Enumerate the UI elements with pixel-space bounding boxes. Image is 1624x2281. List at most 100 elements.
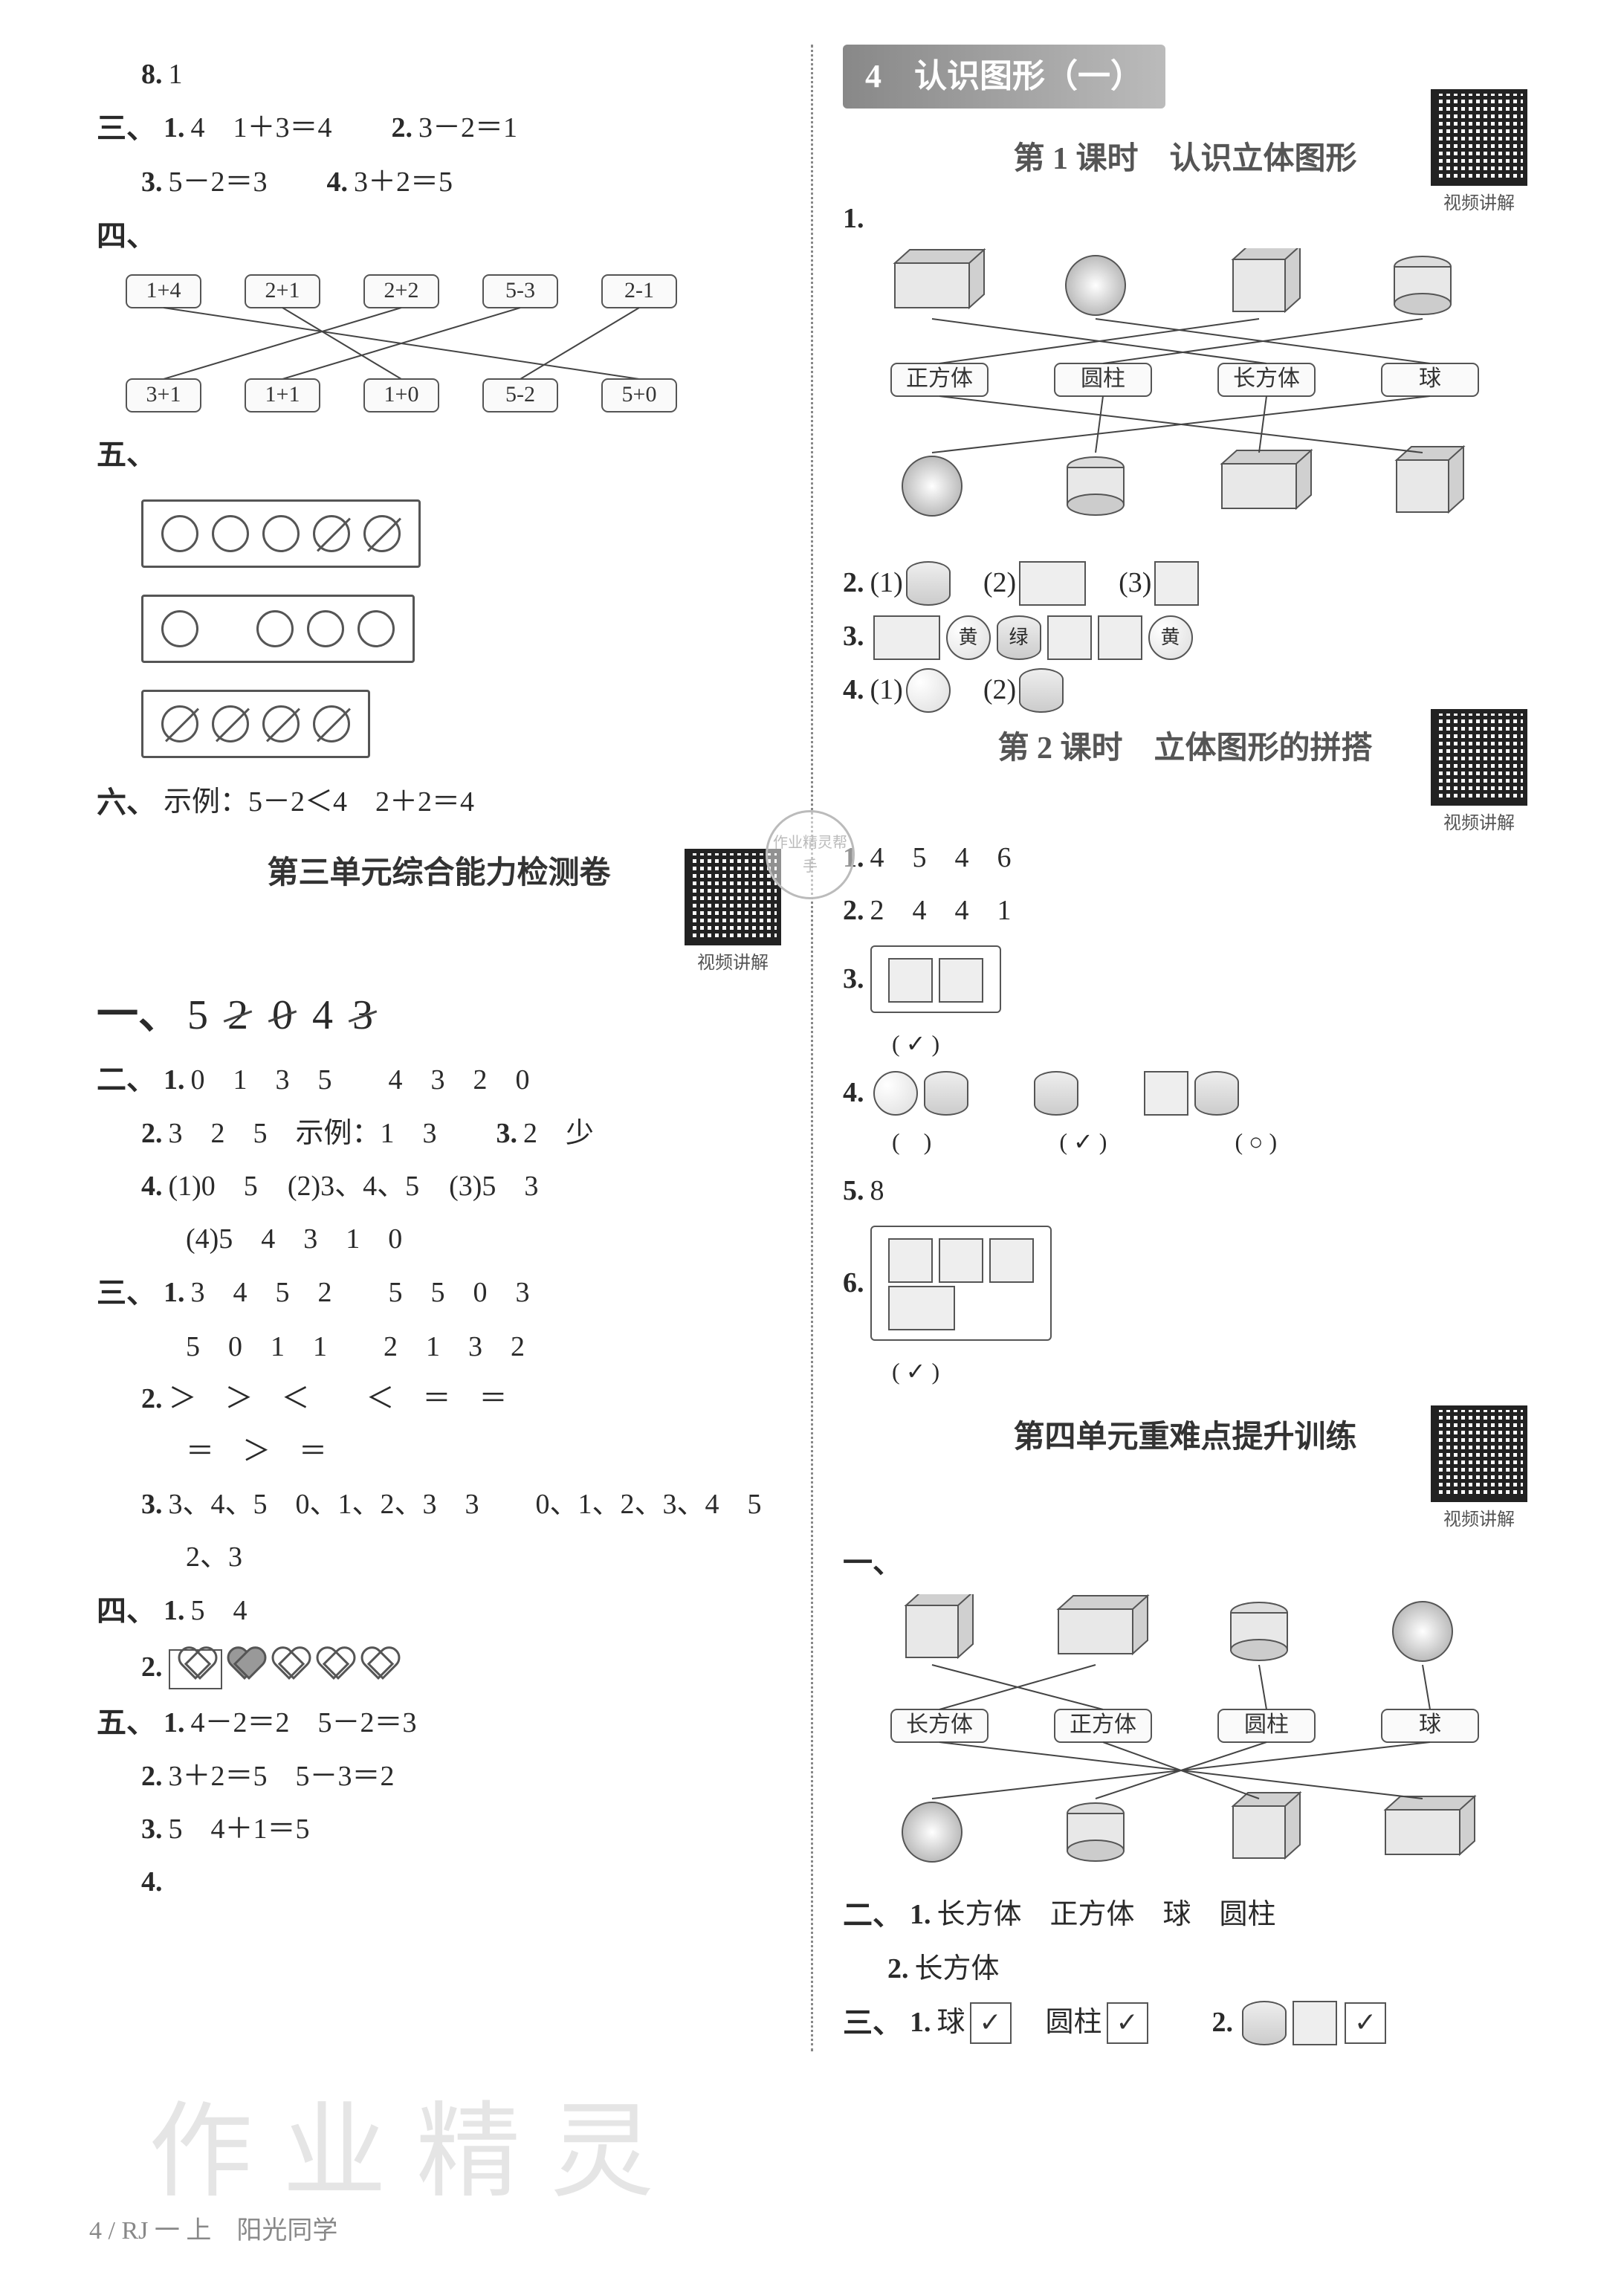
u4-three-2-num: 2. [1212, 2000, 1234, 2045]
heart-container [267, 1654, 311, 1685]
u4-two-label: 二、 [843, 1892, 902, 1939]
cylinder-icon [1194, 1071, 1239, 1116]
sec3: 三、 1. 4 1＋3＝4 2. 3－2＝1 [97, 105, 781, 152]
sec6-prefix: 示例： [164, 780, 248, 825]
five-2: 2. 3＋2＝5 5－3＝2 [141, 1754, 781, 1799]
shape-match-1: 正方体圆柱长方体球 [858, 248, 1497, 546]
heart-container [356, 1654, 401, 1685]
five-2-text: 3＋2＝5 5－3＝2 [169, 1754, 395, 1799]
cube-icon [1098, 615, 1142, 660]
crossed-circle-icon [212, 705, 249, 742]
five-1-num: 1. [164, 1701, 185, 1746]
l2-q4-m1: ( ) [892, 1123, 931, 1161]
answer-digit: 4 [312, 992, 333, 1038]
sec3-4-num: 4. [327, 160, 349, 205]
l2-q6: 6. [843, 1221, 1527, 1345]
sec5-label: 五、 [97, 431, 156, 479]
l2-q1-text: 4 5 4 6 [870, 835, 1012, 881]
l2-q2: 2. 2 4 4 1 [843, 888, 1527, 934]
sec3-3-num: 3. [141, 160, 163, 205]
five-4-text [169, 1860, 197, 1905]
svg-text:5+0: 5+0 [622, 382, 657, 407]
five-3-num: 3. [141, 1807, 163, 1852]
sec3-3-text: 5－2＝3 [169, 160, 268, 205]
r-q2-num: 2. [843, 560, 864, 606]
cylinder-icon [1019, 668, 1064, 713]
three-1: 三、 1. 3 4 5 2 5 5 0 3 [97, 1269, 781, 1317]
circle-icon [212, 515, 249, 552]
two-1-text: 0 1 3 5 4 3 2 0 [191, 1058, 530, 1103]
u4-two-2: 2. 长方体 [887, 1947, 1527, 1992]
l2-q4-m3: ( ○ ) [1235, 1123, 1277, 1161]
circle-icon [256, 610, 294, 647]
heart-outline-icon [271, 1643, 307, 1678]
answer-digit: 5 [187, 992, 208, 1038]
r-q2: 2. (1) (2) (3) [843, 560, 1527, 606]
sphere-icon: 黄 [1148, 615, 1193, 660]
two-1: 二、 1. 0 1 3 5 4 3 2 0 [97, 1056, 781, 1104]
four-2: 2. [141, 1643, 781, 1692]
three-1-l2: 5 0 1 1 2 1 3 2 [186, 1324, 525, 1370]
three-label: 三、 [97, 1269, 156, 1317]
heart-container [222, 1654, 267, 1685]
cube-icon [1293, 2001, 1337, 2045]
unit3-title: 第三单元综合能力检测卷 [97, 849, 781, 899]
r-q1: 1. [843, 196, 1527, 242]
qr-icon [1431, 1405, 1527, 1502]
checkmark-icon: ✓ [1354, 2002, 1376, 2045]
u4-three-1-i1: 球 [937, 2000, 965, 2045]
five-4-num: 4. [141, 1860, 163, 1905]
column-divider [811, 45, 813, 2051]
svg-text:5-2: 5-2 [505, 382, 535, 407]
sphere-icon [873, 1071, 918, 1116]
sec3-1-text: 4 1＋3＝4 [191, 106, 332, 151]
four-2-num: 2. [141, 1645, 163, 1690]
circle-icon [161, 610, 198, 647]
circle-icon [307, 610, 344, 647]
match-diagram-1: 1+42+12+25-32-1 3+11+11+05-25+0 [111, 268, 721, 416]
l2-q5-num: 5. [843, 1168, 864, 1214]
heart-outline-icon [360, 1643, 396, 1678]
sec3-label: 三、 [97, 105, 156, 152]
three-2b: ＝ ＞ ＝ [186, 1429, 781, 1475]
u4-two-1-text: 长方体 正方体 球 圆柱 [937, 1892, 1276, 1938]
four-label: 四、 [97, 1588, 156, 1635]
five-3-text: 5 4＋1＝5 [169, 1807, 310, 1852]
u4-one-lbl: 一、 [843, 1539, 902, 1587]
qr-icon [1431, 709, 1527, 806]
five-1-text: 4－2＝2 5－2＝3 [191, 1701, 417, 1746]
one: 一、 52043 [97, 983, 781, 1049]
l2-q4-m2: ( ✓ ) [1059, 1123, 1107, 1161]
l2-q2-num: 2. [843, 888, 864, 934]
r-q2-p1: (1) [870, 560, 903, 606]
cuboid-icon [1019, 561, 1086, 606]
checkmark-icon: ✓ [1116, 2002, 1138, 2045]
left-column: 8. 1 三、 1. 4 1＋3＝4 2. 3－2＝1 3. 5－2＝3 4. … [74, 45, 803, 2192]
sec3-4-text: 3＋2＝5 [354, 160, 453, 205]
five-3: 3. 5 4＋1＝5 [141, 1807, 781, 1852]
unit4-title: 第四单元重难点提升训练 [843, 1413, 1527, 1463]
circle-icon [358, 610, 395, 647]
two-2-num: 2. [141, 1111, 163, 1156]
qr-label-2: 视频讲解 [1431, 190, 1527, 218]
l2-q5: 5. 8 [843, 1168, 1527, 1214]
q8-num: 8. [141, 52, 163, 97]
answer-digit: 0 [268, 983, 297, 1049]
u4-three-1-num: 1. [910, 2000, 931, 2045]
r-q3: 3. 黄绿黄 [843, 613, 1527, 660]
two-4-num: 4. [141, 1164, 163, 1209]
answer-digit: 3 [348, 983, 378, 1049]
crossed-circle-icon [161, 705, 198, 742]
check-box: ✓ [1345, 2002, 1386, 2044]
u4-three-label: 三、 [843, 1999, 902, 2047]
sec3b: 3. 5－2＝3 4. 3＋2＝5 [141, 160, 781, 205]
u4-two-2-text: 长方体 [915, 1947, 1000, 1992]
r-q2-p2: (2) [983, 560, 1016, 606]
l2-q4-marks: ( ) ( ✓ ) ( ○ ) [887, 1123, 1527, 1161]
cylinder-icon [1034, 1071, 1078, 1116]
block-set-icon [870, 1226, 1052, 1341]
two-4b: (4)5 4 3 1 0 [186, 1217, 781, 1262]
l2-q2-text: 2 4 4 1 [870, 888, 1012, 934]
watermark-stamp: 作业精灵帮手 [766, 810, 855, 899]
sec3-1-num: 1. [164, 106, 185, 151]
